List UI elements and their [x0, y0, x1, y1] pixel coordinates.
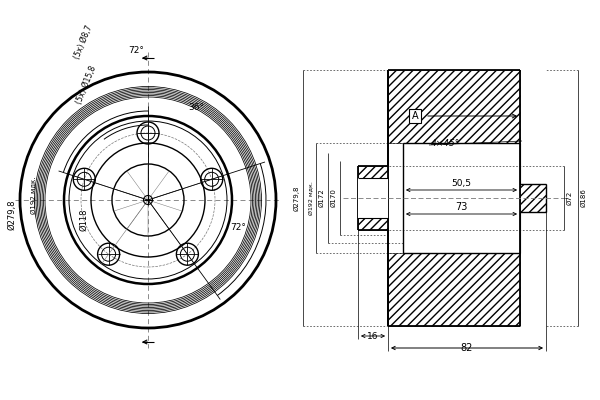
Text: Ø279,8: Ø279,8	[8, 200, 17, 230]
Text: Ø170: Ø170	[331, 188, 337, 208]
Text: 73: 73	[455, 202, 467, 212]
Text: Ø192 мдк.: Ø192 мдк.	[308, 181, 313, 215]
Text: A: A	[412, 111, 418, 121]
Bar	[358, 178, 388, 218]
Text: Ø72: Ø72	[567, 191, 573, 205]
Bar	[388, 253, 520, 326]
Text: 72°: 72°	[128, 46, 144, 55]
Text: Ø279,8: Ø279,8	[294, 185, 300, 211]
Text: Ø172: Ø172	[319, 189, 325, 207]
Bar	[358, 218, 388, 230]
Text: 4×45°: 4×45°	[431, 138, 460, 148]
Text: (5х) Ø8,7: (5х) Ø8,7	[72, 24, 94, 60]
Text: 72°: 72°	[230, 224, 246, 232]
Text: 82: 82	[461, 343, 473, 353]
Text: 16: 16	[367, 332, 379, 341]
Bar	[388, 70, 520, 143]
Bar	[520, 184, 546, 212]
Text: Ø192 мдк.: Ø192 мдк.	[31, 176, 37, 214]
Text: Ø186: Ø186	[581, 188, 587, 208]
Bar	[358, 166, 388, 178]
Text: (5х) Ø15,8: (5х) Ø15,8	[74, 64, 98, 106]
Text: 36°: 36°	[188, 104, 204, 112]
Text: Ø118: Ø118	[79, 209, 88, 231]
Text: 50,5: 50,5	[452, 179, 472, 188]
